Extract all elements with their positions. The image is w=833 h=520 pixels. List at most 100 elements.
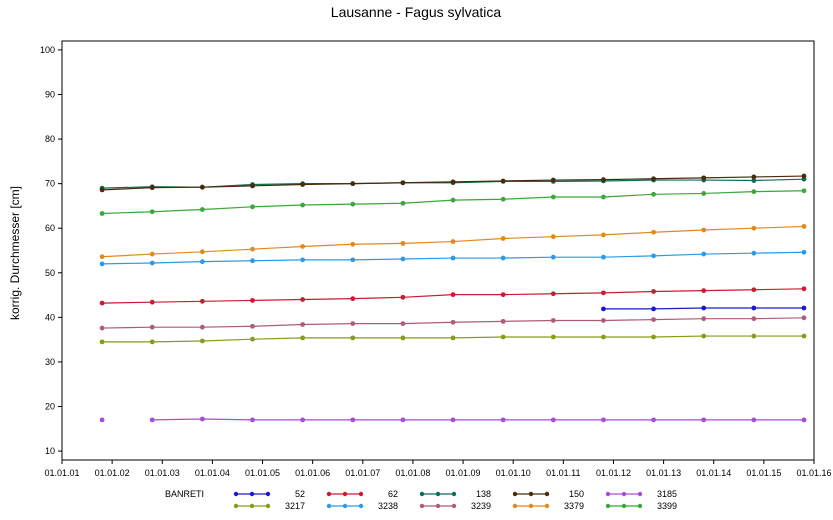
data-point-62 xyxy=(450,292,456,298)
data-point-62 xyxy=(400,294,406,300)
legend-item-62: 62 xyxy=(326,489,398,499)
legend-swatch-marker xyxy=(419,503,425,509)
x-tick-label: 01.01.02 xyxy=(95,468,130,478)
data-point-150 xyxy=(250,183,255,189)
data-point-150 xyxy=(651,176,656,182)
data-point-3379 xyxy=(550,234,556,240)
y-tick-label: 40 xyxy=(45,312,55,322)
series-150 xyxy=(99,173,807,193)
series-3238 xyxy=(99,249,807,267)
y-tick-label: 100 xyxy=(40,45,55,55)
data-point-3217 xyxy=(400,335,406,341)
legend-item-138: 138 xyxy=(419,489,491,499)
data-point-3239 xyxy=(751,316,757,322)
data-point-150 xyxy=(701,175,707,181)
data-point-3399 xyxy=(350,201,356,207)
data-point-3238 xyxy=(450,255,456,261)
data-point-3185 xyxy=(500,417,506,423)
data-point-3238 xyxy=(550,254,556,260)
data-point-3399 xyxy=(149,209,155,215)
legend-swatch-marker xyxy=(233,503,239,509)
legend-swatch-marker xyxy=(451,503,457,509)
legend-swatch-marker xyxy=(265,503,271,509)
legend-label: 3185 xyxy=(657,489,677,499)
data-point-3239 xyxy=(500,318,506,324)
data-point-3217 xyxy=(199,338,205,344)
data-point-52 xyxy=(601,306,606,312)
data-point-62 xyxy=(350,296,356,302)
data-point-3238 xyxy=(250,258,255,264)
data-point-3239 xyxy=(450,319,456,325)
data-point-3399 xyxy=(300,202,306,208)
x-tick-label: 01.01.01 xyxy=(44,468,79,478)
legend-swatch-marker xyxy=(419,491,425,497)
data-point-150 xyxy=(300,182,306,187)
legend-swatch-marker xyxy=(358,491,364,497)
x-tick-label: 01.01.07 xyxy=(345,468,380,478)
legend-item-3217: 3217 xyxy=(233,501,305,511)
series-layer xyxy=(99,173,807,423)
data-point-52 xyxy=(751,305,757,311)
data-point-62 xyxy=(199,298,205,304)
data-point-3217 xyxy=(500,334,506,340)
data-point-3379 xyxy=(350,241,356,247)
data-point-3399 xyxy=(199,207,205,212)
data-point-3399 xyxy=(601,194,606,200)
legend-swatch-marker xyxy=(265,491,271,497)
data-point-3239 xyxy=(149,324,155,330)
data-point-3217 xyxy=(250,336,255,342)
data-point-3238 xyxy=(99,261,105,267)
x-axis: 01.01.01 01.01.02 01.01.03 01.01.04 01.01.05… xyxy=(44,460,832,478)
data-point-3379 xyxy=(651,229,656,235)
y-tick-label: 70 xyxy=(45,179,55,189)
data-point-150 xyxy=(99,187,105,193)
x-tick-label: 01.01.04 xyxy=(195,468,230,478)
data-point-3217 xyxy=(701,333,707,339)
data-point-3185 xyxy=(801,417,807,423)
data-point-3238 xyxy=(199,259,205,265)
data-point-3185 xyxy=(400,417,406,423)
data-point-3379 xyxy=(751,225,757,231)
data-point-3239 xyxy=(550,318,556,323)
data-point-3185 xyxy=(651,417,656,423)
data-point-3217 xyxy=(651,334,656,340)
data-point-62 xyxy=(651,289,656,294)
x-tick-label: 01.01.15 xyxy=(746,468,781,478)
x-tick-label: 01.01.06 xyxy=(295,468,330,478)
data-point-3217 xyxy=(350,335,356,341)
data-point-3239 xyxy=(400,321,406,327)
data-point-3185 xyxy=(701,417,707,423)
legend-swatch-marker xyxy=(326,503,332,509)
legend-item-52: 52 xyxy=(233,489,305,499)
data-point-150 xyxy=(601,177,606,183)
data-point-150 xyxy=(400,180,406,186)
data-point-150 xyxy=(450,179,456,185)
data-point-3239 xyxy=(801,315,807,321)
legend: BANRETI 52 62 138 150 3185 3217 3238 3239 3379 33… xyxy=(165,489,677,511)
y-tick-label: 90 xyxy=(45,89,55,99)
data-point-3217 xyxy=(300,335,306,341)
legend-swatch-marker xyxy=(605,491,611,497)
data-point-3185 xyxy=(601,417,606,423)
legend-swatch-marker xyxy=(544,503,550,509)
legend-item-3399: 3399 xyxy=(605,501,677,511)
data-point-150 xyxy=(550,177,556,183)
data-point-150 xyxy=(149,185,155,191)
legend-swatch-marker xyxy=(342,503,348,509)
data-point-62 xyxy=(149,299,155,305)
data-point-3399 xyxy=(450,197,456,203)
data-point-3217 xyxy=(801,333,807,339)
data-point-3399 xyxy=(99,211,105,216)
x-tick-label: 01.01.13 xyxy=(646,468,681,478)
series-52 xyxy=(601,305,807,312)
data-point-3217 xyxy=(99,339,105,345)
x-tick-label: 01.01.05 xyxy=(245,468,280,478)
data-point-3185 xyxy=(550,417,556,423)
legend-swatch-marker xyxy=(342,491,348,497)
data-point-3217 xyxy=(601,334,606,340)
data-point-3217 xyxy=(450,335,456,341)
y-tick-label: 60 xyxy=(45,223,55,233)
series-3379 xyxy=(99,224,807,260)
legend-label: 3239 xyxy=(471,501,491,511)
